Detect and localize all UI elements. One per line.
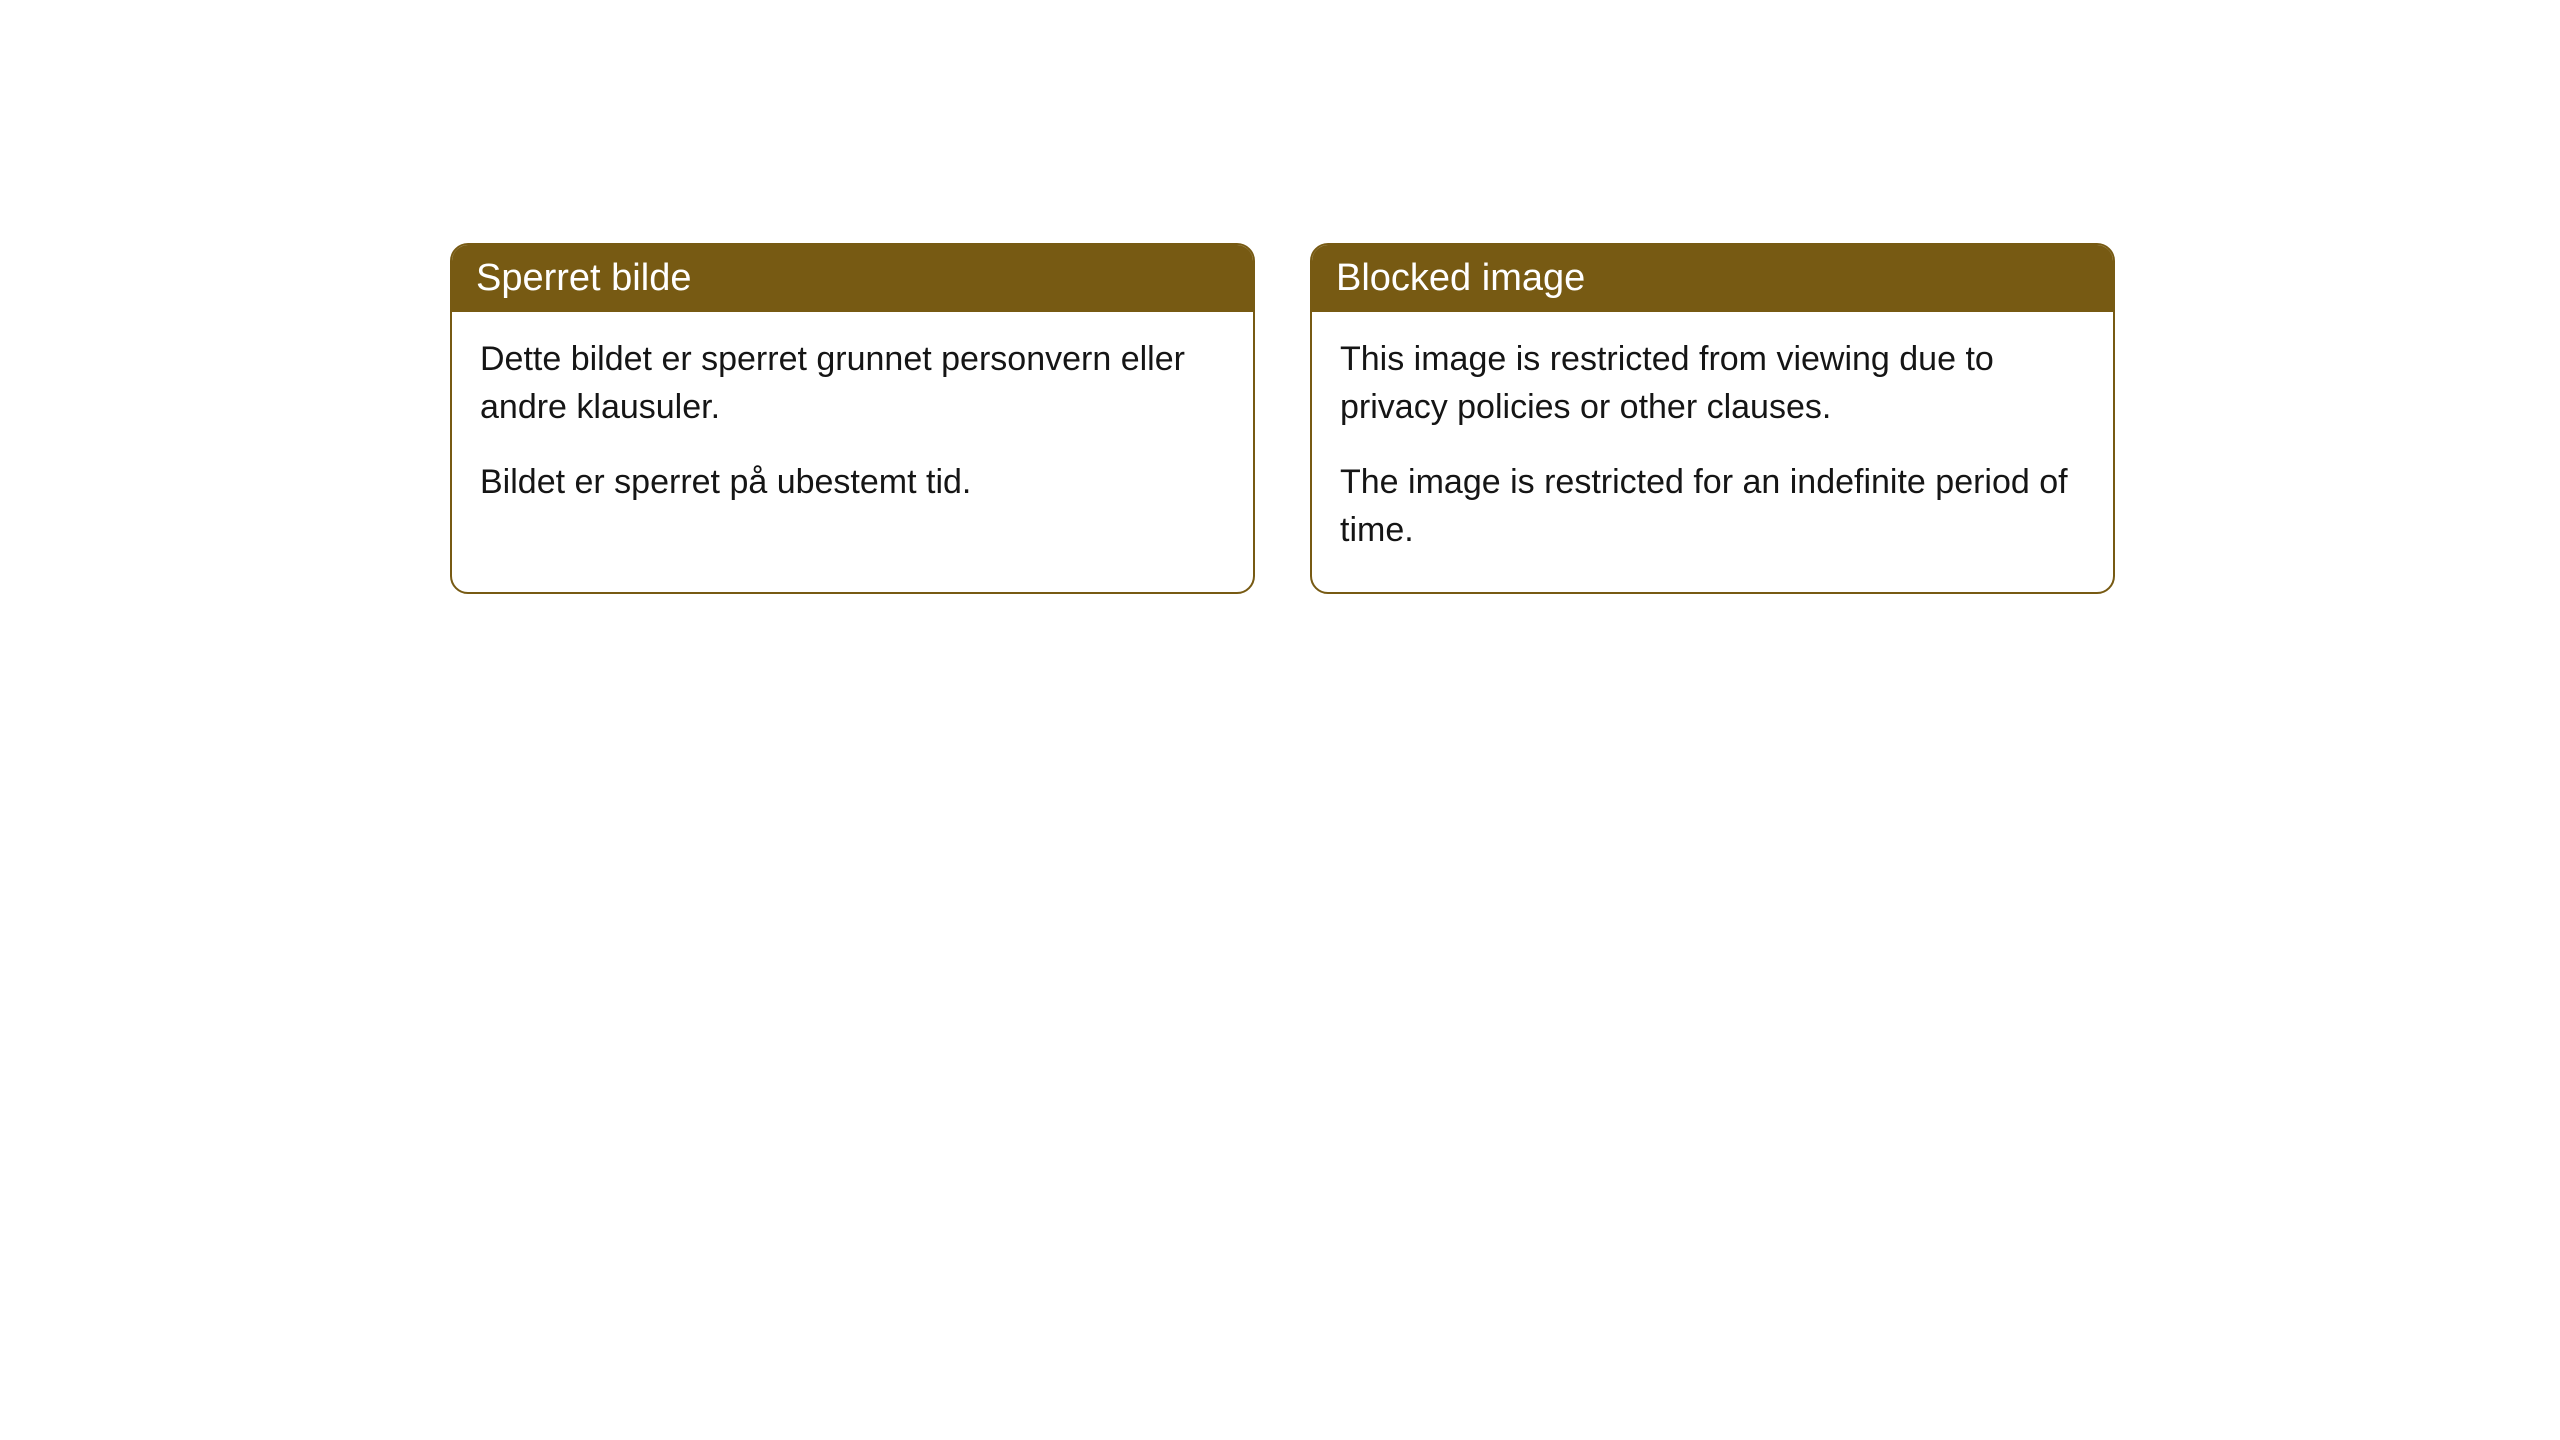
card-paragraph: This image is restricted from viewing du… — [1340, 336, 2085, 431]
card-paragraph: The image is restricted for an indefinit… — [1340, 459, 2085, 554]
card-header: Sperret bilde — [452, 245, 1253, 312]
card-header: Blocked image — [1312, 245, 2113, 312]
card-body: This image is restricted from viewing du… — [1312, 312, 2113, 592]
blocked-image-card-norwegian: Sperret bilde Dette bildet er sperret gr… — [450, 243, 1255, 594]
blocked-image-card-english: Blocked image This image is restricted f… — [1310, 243, 2115, 594]
card-title: Blocked image — [1336, 257, 1585, 299]
notice-cards-container: Sperret bilde Dette bildet er sperret gr… — [450, 243, 2115, 594]
card-paragraph: Dette bildet er sperret grunnet personve… — [480, 336, 1225, 431]
card-body: Dette bildet er sperret grunnet personve… — [452, 312, 1253, 545]
card-title: Sperret bilde — [476, 257, 691, 299]
card-paragraph: Bildet er sperret på ubestemt tid. — [480, 459, 1225, 507]
